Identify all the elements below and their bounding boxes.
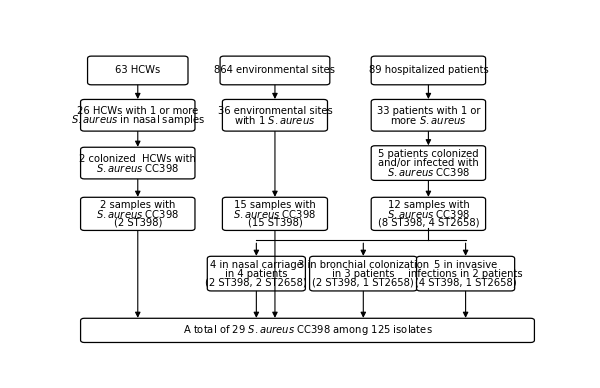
Text: 864 environmental sites: 864 environmental sites <box>214 66 335 75</box>
FancyBboxPatch shape <box>310 256 417 291</box>
Text: (15 ST398): (15 ST398) <box>248 218 302 228</box>
FancyBboxPatch shape <box>371 197 485 230</box>
Text: infections in 2 patients: infections in 2 patients <box>408 268 523 279</box>
Text: $\it{S. aureus}$ CC398: $\it{S. aureus}$ CC398 <box>387 208 470 220</box>
Text: (4 ST398, 1 ST2658): (4 ST398, 1 ST2658) <box>415 277 517 288</box>
Text: more $\it{S. aureus}$: more $\it{S. aureus}$ <box>390 114 467 126</box>
Text: 12 samples with: 12 samples with <box>388 200 469 210</box>
Text: $\it{S. aureus}$ in nasal samples: $\it{S. aureus}$ in nasal samples <box>71 113 205 127</box>
Text: with 1 $\it{S. aureus}$: with 1 $\it{S. aureus}$ <box>234 114 316 126</box>
Text: 33 patients with 1 or: 33 patients with 1 or <box>377 106 480 116</box>
FancyBboxPatch shape <box>223 197 328 230</box>
Text: $\it{S. aureus}$ CC398: $\it{S. aureus}$ CC398 <box>96 208 179 220</box>
Text: 3 in bronchial colonization: 3 in bronchial colonization <box>298 260 429 270</box>
Text: in 4 patients: in 4 patients <box>225 268 287 279</box>
FancyBboxPatch shape <box>371 99 485 131</box>
Text: $\it{S. aureus}$ CC398: $\it{S. aureus}$ CC398 <box>387 166 470 178</box>
FancyBboxPatch shape <box>80 99 195 131</box>
Text: 15 samples with: 15 samples with <box>234 200 316 210</box>
Text: 26 HCWs with 1 or more: 26 HCWs with 1 or more <box>77 106 199 116</box>
Text: in 3 patients: in 3 patients <box>332 268 395 279</box>
FancyBboxPatch shape <box>88 56 188 85</box>
Text: 4 in nasal carriage: 4 in nasal carriage <box>210 260 303 270</box>
FancyBboxPatch shape <box>80 318 535 343</box>
FancyBboxPatch shape <box>223 99 328 131</box>
Text: (2 ST398, 1 ST2658): (2 ST398, 1 ST2658) <box>313 277 414 288</box>
FancyBboxPatch shape <box>371 56 485 85</box>
Text: and/or infected with: and/or infected with <box>378 158 479 168</box>
FancyBboxPatch shape <box>371 146 485 180</box>
Text: 2 samples with: 2 samples with <box>100 200 175 210</box>
Text: 5 patients colonized: 5 patients colonized <box>378 149 479 159</box>
FancyBboxPatch shape <box>416 256 515 291</box>
Text: 89 hospitalized patients: 89 hospitalized patients <box>368 66 488 75</box>
Text: $\it{S. aureus}$ CC398: $\it{S. aureus}$ CC398 <box>233 208 317 220</box>
Text: 63 HCWs: 63 HCWs <box>115 66 160 75</box>
Text: (8 ST398, 4 ST2658): (8 ST398, 4 ST2658) <box>377 218 479 228</box>
Text: 5 in invasive: 5 in invasive <box>434 260 497 270</box>
FancyBboxPatch shape <box>220 56 330 85</box>
Text: A total of 29 $\it{S. aureus}$ CC398 among 125 isolates: A total of 29 $\it{S. aureus}$ CC398 amo… <box>182 323 433 338</box>
Text: (2 ST398): (2 ST398) <box>113 218 162 228</box>
FancyBboxPatch shape <box>80 147 195 179</box>
Text: (2 ST398, 2 ST2658): (2 ST398, 2 ST2658) <box>205 277 307 288</box>
Text: $\it{S. aureus}$ CC398: $\it{S. aureus}$ CC398 <box>96 161 179 173</box>
Text: 2 colonized  HCWs with: 2 colonized HCWs with <box>79 154 196 164</box>
FancyBboxPatch shape <box>80 197 195 230</box>
Text: 36 environmental sites: 36 environmental sites <box>218 106 332 116</box>
FancyBboxPatch shape <box>207 256 305 291</box>
